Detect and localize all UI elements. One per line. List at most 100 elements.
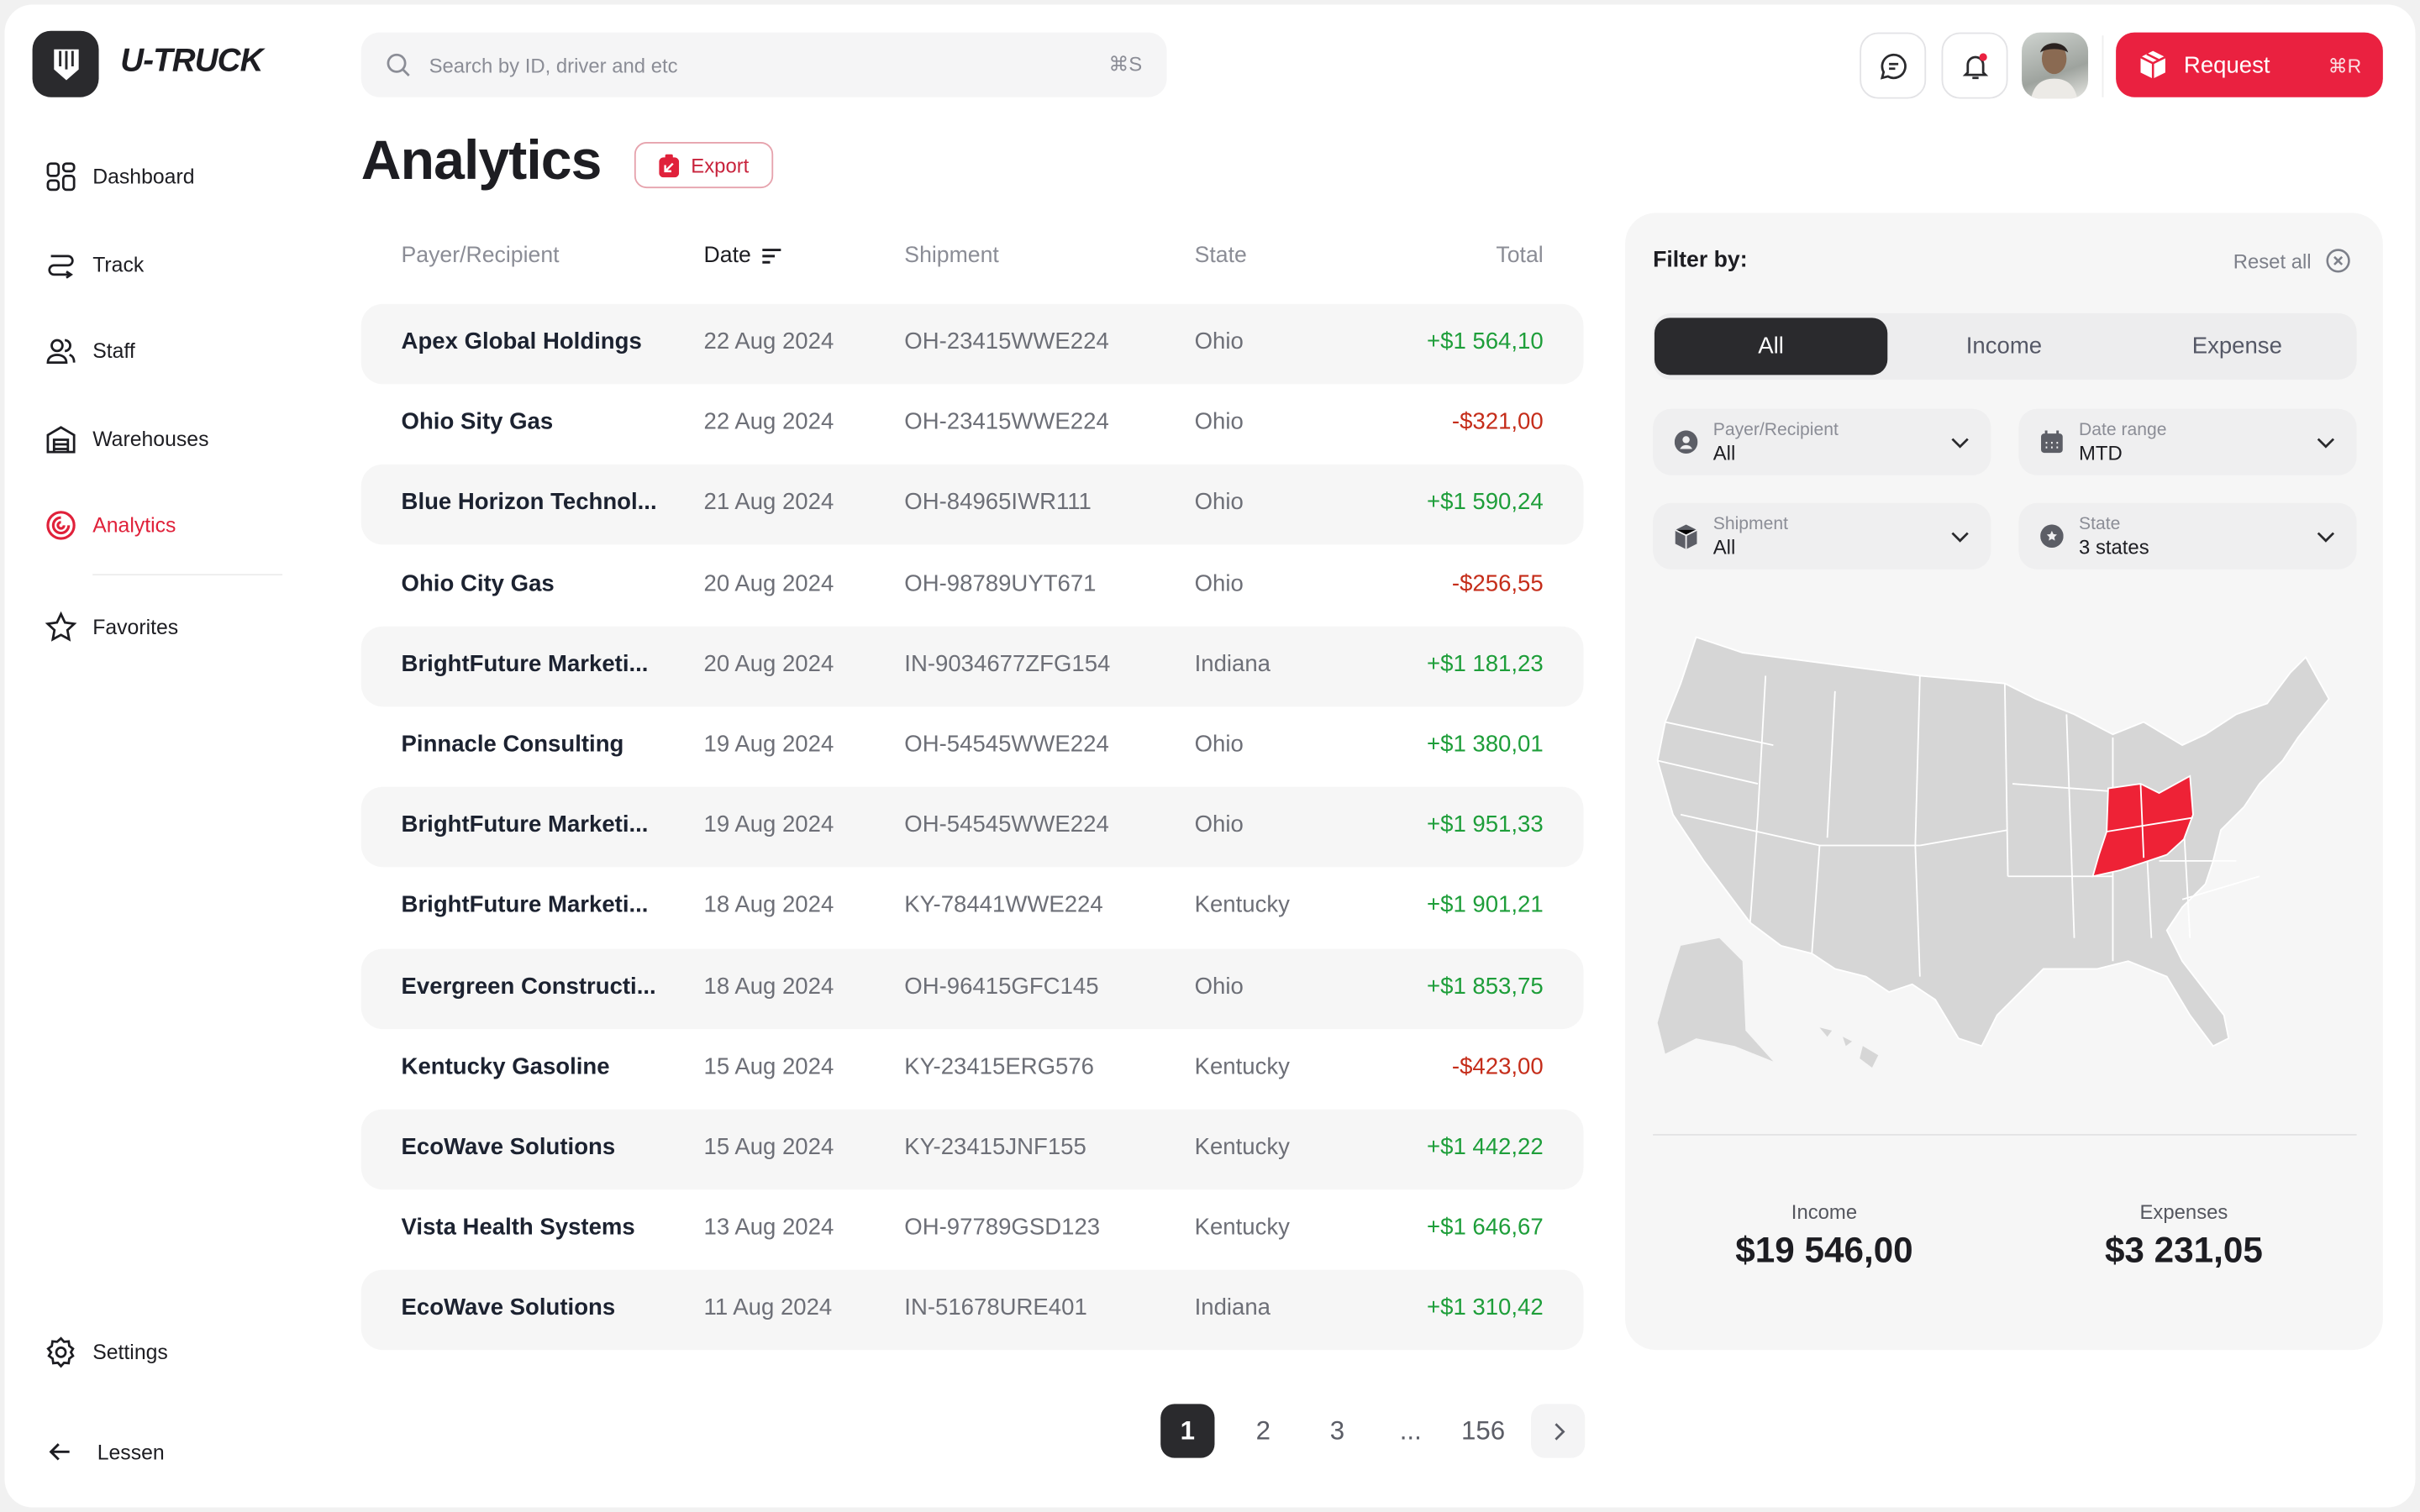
sidebar-item-analytics[interactable]: Analytics [45,507,176,541]
column-date[interactable]: Date [704,244,782,269]
map-hawaii [1819,1027,1879,1068]
sidebar-item-favorites[interactable]: Favorites [45,609,178,643]
badge-icon [2040,524,2064,549]
table-row[interactable]: Pinnacle Consulting 19 Aug 2024 OH-54545… [361,706,1584,787]
tab-expense[interactable]: Expense [2191,333,2282,360]
table-row[interactable]: BrightFuture Marketi... 20 Aug 2024 IN-9… [360,626,1584,706]
close-circle-icon [2325,249,2349,273]
sidebar-item-staff[interactable]: Staff [45,333,135,367]
table-row[interactable]: Vista Health Systems 13 Aug 2024 OH-9778… [361,1189,1584,1270]
tab-income[interactable]: Income [1965,333,2043,360]
box-icon [1675,523,1697,549]
shipment-cell: IN-9034677ZFG154 [904,650,1111,677]
total-cell: +$1 646,67 [1427,1214,1544,1242]
route-icon [48,254,74,278]
date-cell: 11 Aug 2024 [703,1294,833,1321]
warehouse-icon [46,425,76,453]
table-row[interactable]: Blue Horizon Technol... 21 Aug 2024 OH-8… [360,465,1584,546]
state-cell: Kentucky [1194,1214,1290,1242]
sidebar-item-label: Warehouses [92,426,209,450]
column-state[interactable]: State [1194,244,1247,269]
chevron-down-icon [2317,437,2335,448]
column-payer[interactable]: Payer/Recipient [401,244,560,269]
map-alaska [1657,937,1774,1062]
income-label: Income [1791,1200,1858,1224]
dropdown-value: All [1712,534,1736,558]
date-range-dropdown[interactable]: Date range MTD [2018,408,2357,475]
avatar[interactable] [2022,32,2089,99]
next-page-button[interactable] [1531,1404,1586,1458]
shipment-dropdown[interactable]: Shipment All [1653,502,1991,570]
state-cell: Kentucky [1194,1053,1290,1080]
shipment-cell: KY-23415ERG576 [904,1053,1094,1080]
total-cell: +$1 442,22 [1427,1133,1544,1161]
dropdown-value: MTD [2079,440,2123,464]
page-button[interactable]: 2 [1255,1415,1271,1446]
page-button[interactable]: 1 [1160,1404,1215,1458]
column-total[interactable]: Total [1496,244,1544,269]
state-dropdown[interactable]: State 3 states [2018,502,2357,570]
request-button[interactable]: Request ⌘R [2116,32,2383,97]
payer-name: EcoWave Solutions [401,1294,616,1321]
state-cell: Indiana [1194,650,1271,677]
dropdown-label: Shipment [1712,514,1788,533]
tab-all[interactable]: All [1654,318,1888,375]
table-row[interactable]: Kentucky Gasoline 15 Aug 2024 KY-23415ER… [361,1029,1584,1110]
total-cell: +$1 310,42 [1427,1294,1544,1321]
date-cell: 19 Aug 2024 [703,731,834,758]
table-row[interactable]: EcoWave Solutions 15 Aug 2024 KY-23415JN… [360,1109,1584,1190]
table-row[interactable]: Ohio City Gas 20 Aug 2024 OH-98789UYT671… [361,545,1584,626]
messages-button[interactable] [1860,32,1927,99]
shipment-cell: OH-96415GFC145 [904,973,1099,1000]
search-input[interactable]: Search by ID, driver and etc ⌘S [360,32,1167,97]
map-lower48 [1656,636,2330,1047]
table-row[interactable]: Evergreen Constructi... 18 Aug 2024 OH-9… [360,948,1584,1029]
table-header: Payer/Recipient Date Shipment State Tota… [361,244,1584,277]
shipment-cell: IN-51678URE401 [904,1294,1087,1321]
sidebar-item-dashboard[interactable]: Dashboard [45,159,195,192]
shipment-cell: OH-98789UYT671 [904,570,1097,597]
logo-icon[interactable] [32,30,99,97]
page-button[interactable]: 156 [1461,1415,1506,1446]
column-shipment[interactable]: Shipment [904,244,999,269]
sidebar-item-label: Favorites [92,614,179,638]
table-row[interactable]: BrightFuture Marketi... 18 Aug 2024 KY-7… [361,868,1584,948]
page-button[interactable]: 3 [1329,1415,1345,1446]
sidebar-item-settings[interactable]: Settings [45,1335,168,1368]
analytics-icon [46,510,76,539]
sidebar-item-track[interactable]: Track [45,247,144,281]
request-shortcut: ⌘R [2328,55,2362,76]
total-cell: +$1 564,10 [1427,328,1544,355]
collapse-label: Lessen [97,1440,165,1464]
expenses-value: $3 231,05 [2104,1229,2263,1270]
state-cell: Kentucky [1194,1133,1290,1161]
dropdown-label: Payer/Recipient [1712,420,1839,439]
table-row[interactable]: EcoWave Solutions 11 Aug 2024 IN-51678UR… [360,1270,1584,1351]
payer-name: Blue Horizon Technol... [401,489,657,517]
state-cell: Ohio [1194,973,1244,1000]
payer-dropdown[interactable]: Payer/Recipient All [1653,408,1991,475]
package-icon [2139,50,2166,79]
export-button[interactable]: Export [634,141,774,189]
notifications-button[interactable] [1941,32,2008,99]
us-map[interactable] [1649,629,2344,1077]
reset-all-button[interactable]: Reset all [2233,249,2350,273]
payer-name: Vista Health Systems [401,1214,635,1242]
table-row[interactable]: Ohio Sity Gas 22 Aug 2024 OH-23415WWE224… [361,385,1584,465]
sidebar-item-warehouses[interactable]: Warehouses [45,421,208,454]
gear-icon [46,1336,75,1368]
shipment-cell: OH-97789GSD123 [904,1214,1101,1242]
table-row[interactable]: BrightFuture Marketi... 19 Aug 2024 OH-5… [360,787,1584,868]
total-cell: +$1 901,21 [1427,892,1544,919]
grid-icon [46,161,76,191]
date-cell: 15 Aug 2024 [703,1053,834,1080]
payer-name: Apex Global Holdings [401,328,642,355]
table-row[interactable]: Apex Global Holdings 22 Aug 2024 OH-2341… [360,303,1584,385]
state-cell: Ohio [1194,489,1244,517]
expenses-label: Expenses [2139,1200,2228,1224]
date-cell: 15 Aug 2024 [703,1133,834,1161]
sidebar-item-label: Analytics [92,512,176,537]
collapse-sidebar-button[interactable]: Lessen [48,1435,165,1468]
date-cell: 13 Aug 2024 [703,1214,834,1242]
star-icon [45,610,77,641]
